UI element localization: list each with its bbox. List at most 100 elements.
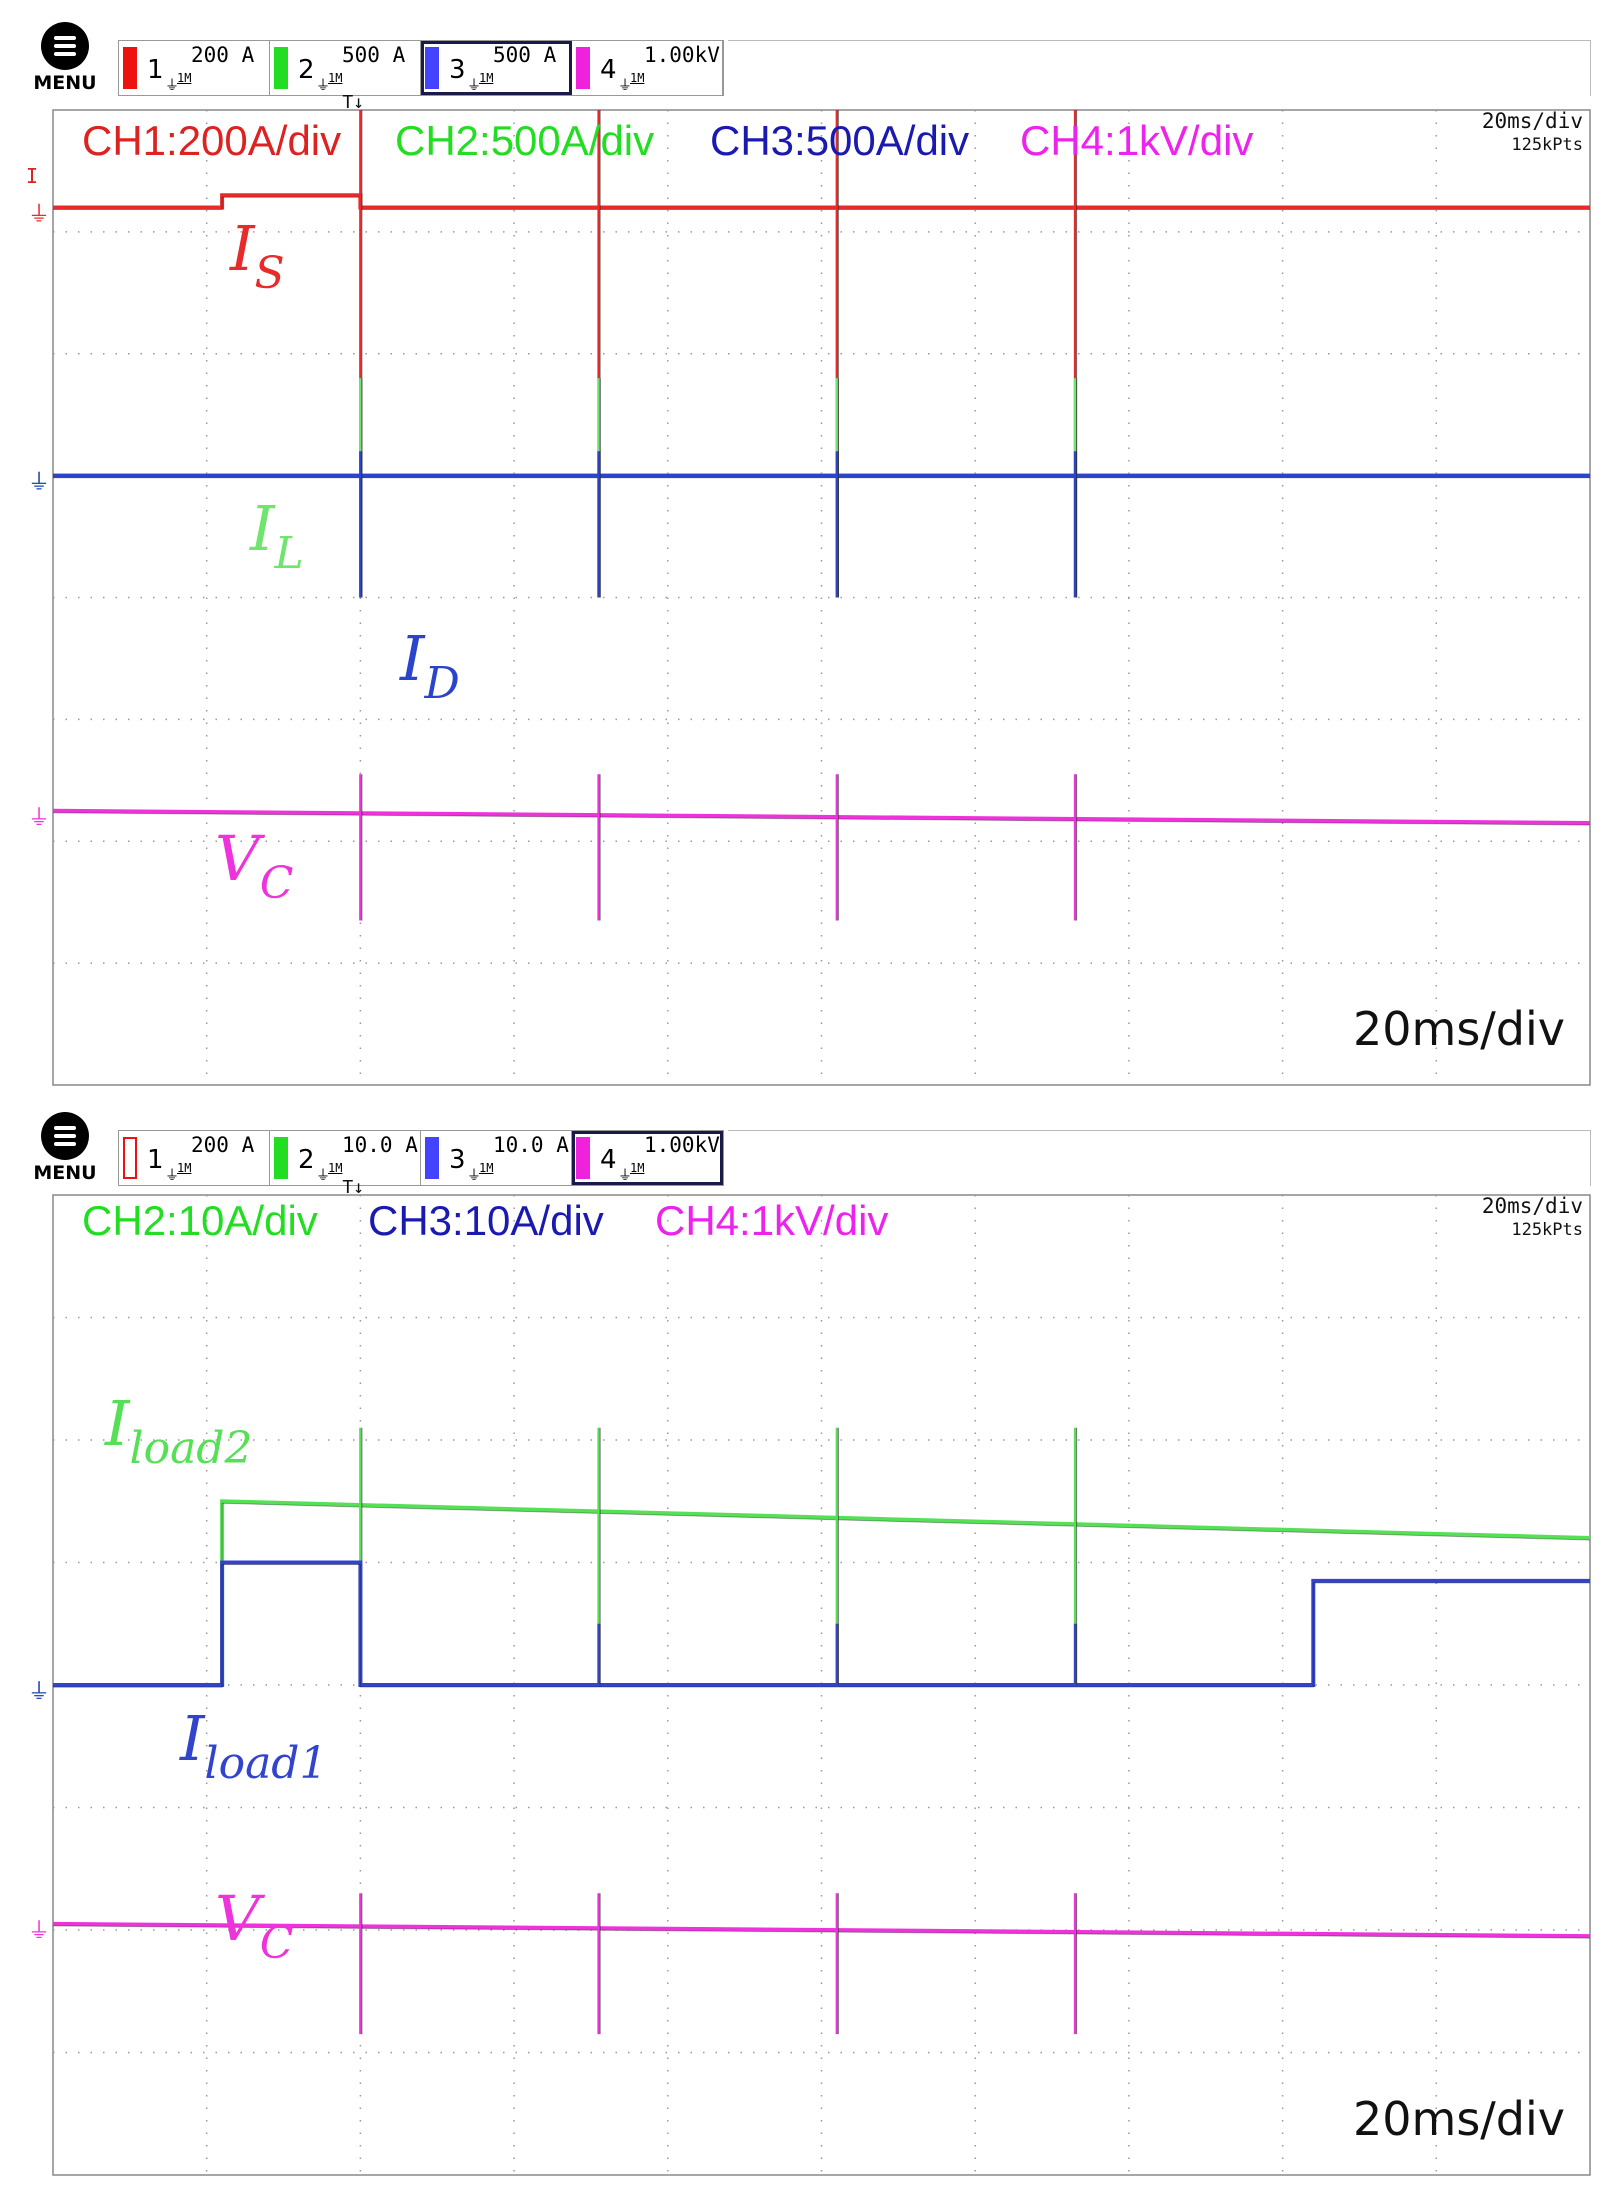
series-i-s: IS — [53, 110, 1590, 598]
channel-2-box[interactable]: 2 500 A ⏚ 1M — [270, 41, 421, 95]
ground-reference-icon: ⏚ — [28, 203, 50, 228]
ground-icon: ⏚ — [316, 78, 330, 94]
signal-label-v-c: VC — [215, 822, 293, 909]
ground-icon: ⏚ — [467, 78, 481, 94]
channel-bar-2: 1 200 A ⏚ 1M 2 10.0 A ⏚ 1M 3 10.0 A ⏚ 1M 4 1.00kV ⏚ 1M — [118, 1130, 724, 1186]
trace-noise — [53, 196, 1590, 210]
signal-label-main: I — [249, 492, 276, 565]
menu-label: MENU — [33, 1162, 97, 1184]
channel-1-box[interactable]: 1 200 A ⏚ 1M — [119, 41, 270, 95]
scope-panel-1: MENU 1 200 A ⏚ 1M 2 500 A ⏚ 1M 3 500 A ⏚ 1M 4 1.00kV ⏚… — [0, 0, 1619, 1090]
channel-scale-label: CH1:200A/div — [82, 117, 341, 164]
timebase-readout: 20ms/div — [1482, 1194, 1583, 1218]
series-v-c: VC — [52, 774, 1591, 921]
top-border — [728, 40, 1591, 96]
channel-4-box[interactable]: 4 1.00kV ⏚ 1M — [572, 1131, 723, 1185]
channel-scale: 1.00kV — [644, 43, 720, 67]
series-i-load1: Iload1 — [53, 1560, 1590, 1789]
channel-3-box[interactable]: 3 500 A ⏚ 1M — [421, 41, 572, 95]
ground-reference-icon: ⏚ — [28, 1680, 50, 1705]
trace-v-c — [52, 808, 1591, 825]
signal-label-subscript: S — [255, 248, 285, 299]
ground-icon: ⏚ — [618, 1168, 632, 1184]
trace-i-load2 — [53, 1499, 1591, 1687]
signal-label-main: V — [215, 822, 266, 895]
channel-impedance: 1M — [328, 71, 343, 85]
signal-label-subscript: load1 — [205, 1738, 328, 1789]
signal-label-i-load2: Iload2 — [104, 1387, 252, 1474]
ground-icon: ⏚ — [316, 1168, 330, 1184]
channel-impedance: 1M — [630, 1161, 645, 1175]
channel-number: 1 — [147, 55, 164, 85]
series-v-c: VC — [52, 1882, 1591, 2035]
timescale-label: 20ms/div — [1353, 2092, 1565, 2146]
signal-label-subscript: load2 — [130, 1423, 253, 1474]
scope-panel-2: MENU 1 200 A ⏚ 1M 2 10.0 A ⏚ 1M 3 10.0 A ⏚ 1M 4 1.00k… — [0, 1090, 1619, 2202]
trace-noise — [52, 812, 1591, 826]
channel-color-swatch — [123, 1137, 137, 1179]
ground-reference-icon: ⏚ — [28, 1919, 50, 1944]
timebase-readout: 20ms/div — [1482, 109, 1583, 133]
trace-v-c — [52, 1921, 1591, 1939]
ground-reference-icon: ⏚ — [28, 1680, 50, 1705]
menu-button-1[interactable]: MENU — [30, 22, 100, 94]
ground-reference-icon: ⏚ — [28, 806, 50, 831]
channel-1-box[interactable]: 1 200 A ⏚ 1M — [119, 1131, 270, 1185]
channel-scale: 200 A — [191, 1133, 255, 1157]
ground-icon: ⏚ — [467, 1168, 481, 1184]
channel-scale-label: CH2:10A/div — [82, 1197, 318, 1244]
channel-scale: 1.00kV — [644, 1133, 720, 1157]
channel-number: 1 — [147, 1145, 164, 1175]
menu-icon — [41, 22, 89, 70]
channel-scale: 500 A — [493, 43, 557, 67]
ground-icon: ⏚ — [165, 1168, 179, 1184]
trace-noise — [52, 1925, 1591, 1939]
channel-color-swatch — [576, 1137, 590, 1179]
channel-scale-label: CH2:500A/div — [395, 117, 654, 164]
signal-label-main: I — [179, 1702, 206, 1775]
channel-scale: 10.0 A — [493, 1133, 569, 1157]
points-readout: 125kPts — [1511, 1220, 1583, 1240]
channel-scale-label: CH4:1kV/div — [655, 1197, 888, 1244]
trigger-position-marker: T↓ — [342, 92, 364, 113]
channel-number: 2 — [298, 55, 315, 85]
points-readout: 125kPts — [1511, 135, 1583, 155]
channel-impedance: 1M — [177, 1161, 192, 1175]
trace-noise — [53, 1564, 1590, 1688]
channel-impedance: 1M — [630, 71, 645, 85]
signal-label-i-d: ID — [399, 622, 460, 709]
menu-label: MENU — [33, 72, 97, 94]
signal-label-subscript: C — [260, 1918, 294, 1969]
channel-impedance: 1M — [479, 71, 494, 85]
signal-label-main: I — [229, 212, 256, 285]
channel-4-box[interactable]: 4 1.00kV ⏚ 1M — [572, 41, 723, 95]
channel-scale: 10.0 A — [342, 1133, 418, 1157]
signal-label-main: I — [104, 1387, 131, 1460]
channel-color-swatch — [425, 47, 439, 89]
channel-scale-label: CH3:500A/div — [710, 117, 969, 164]
signal-label-subscript: C — [260, 858, 294, 909]
timescale-label: 20ms/div — [1353, 1002, 1565, 1056]
series-i-load2: Iload2 — [53, 1387, 1591, 1688]
channel-color-swatch — [274, 1137, 288, 1179]
channel-color-swatch — [123, 47, 137, 89]
channel-scale-label: CH3:10A/div — [368, 1197, 604, 1244]
channel-number: 2 — [298, 1145, 315, 1175]
channel-color-swatch — [576, 47, 590, 89]
top-border — [728, 1130, 1591, 1186]
channel-number: 4 — [600, 1145, 617, 1175]
menu-icon — [41, 1112, 89, 1160]
ground-icon: ⏚ — [165, 78, 179, 94]
channel-scale-label: CH4:1kV/div — [1020, 117, 1253, 164]
channel-color-swatch — [425, 1137, 439, 1179]
series-i-d: ID — [53, 451, 1590, 709]
menu-button-2[interactable]: MENU — [30, 1112, 100, 1184]
signal-label-i-load1: Iload1 — [179, 1702, 327, 1789]
channel-3-box[interactable]: 3 10.0 A ⏚ 1M — [421, 1131, 572, 1185]
channel-number: 3 — [449, 1145, 466, 1175]
ground-reference-icon: ⏚ — [28, 471, 50, 496]
grid — [53, 1195, 1590, 2175]
channel-2-box[interactable]: 2 10.0 A ⏚ 1M — [270, 1131, 421, 1185]
channel-impedance: 1M — [328, 1161, 343, 1175]
